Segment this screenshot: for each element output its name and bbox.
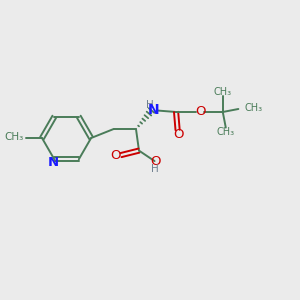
Text: O: O	[110, 149, 121, 162]
Text: O: O	[195, 105, 206, 118]
Text: CH₃: CH₃	[217, 127, 235, 137]
Text: CH₃: CH₃	[214, 87, 232, 97]
Text: O: O	[173, 128, 183, 141]
Text: H: H	[146, 100, 154, 110]
Text: CH₃: CH₃	[4, 132, 24, 142]
Text: H: H	[151, 164, 159, 175]
Text: N: N	[148, 103, 159, 117]
Text: O: O	[150, 155, 160, 168]
Text: N: N	[47, 156, 59, 170]
Text: CH₃: CH₃	[244, 103, 262, 113]
